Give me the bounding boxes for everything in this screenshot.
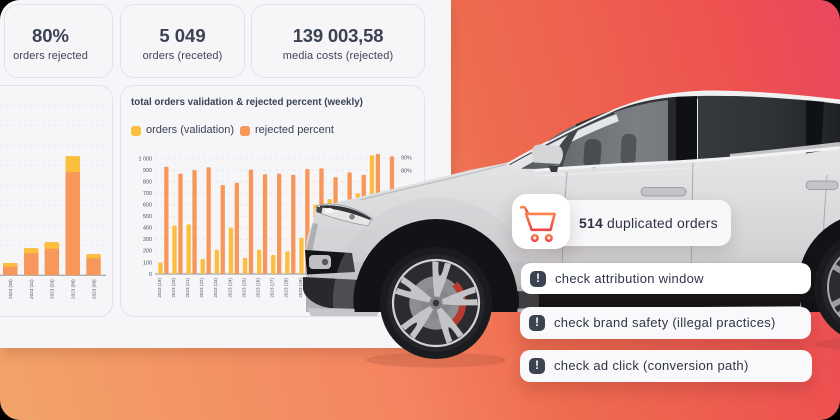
svg-text:100: 100 — [143, 260, 152, 266]
svg-text:2023 (20): 2023 (20) — [171, 278, 176, 298]
svg-text:2023 (28): 2023 (28) — [284, 278, 289, 298]
svg-text:2023 (33): 2023 (33) — [50, 279, 55, 299]
svg-text:2023 (99): 2023 (99) — [71, 279, 76, 299]
svg-text:2023 (26): 2023 (26) — [256, 278, 261, 298]
svg-text:2023 (27): 2023 (27) — [270, 278, 275, 298]
svg-text:200: 200 — [143, 249, 152, 255]
svg-text:2023 (19): 2023 (19) — [157, 278, 162, 298]
svg-text:1 000: 1 000 — [139, 156, 153, 162]
svg-text:2023 (32): 2023 (32) — [29, 279, 34, 299]
svg-text:500: 500 — [143, 214, 152, 220]
svg-text:400: 400 — [143, 226, 152, 232]
svg-text:700: 700 — [143, 191, 152, 197]
svg-text:2023 (99): 2023 (99) — [91, 279, 96, 299]
svg-text:90%: 90% — [401, 156, 412, 162]
svg-text:2023 (24): 2023 (24) — [227, 278, 232, 298]
svg-text:2023 (22): 2023 (22) — [199, 278, 204, 298]
svg-text:80%: 80% — [401, 169, 412, 175]
svg-text:0: 0 — [149, 272, 152, 278]
svg-text:2023 (29): 2023 (29) — [298, 278, 303, 298]
svg-text:2023 (23): 2023 (23) — [213, 278, 218, 298]
svg-text:2023 (30): 2023 (30) — [8, 279, 13, 299]
svg-text:800: 800 — [143, 180, 152, 186]
svg-text:300: 300 — [143, 237, 152, 243]
svg-text:2023 (25): 2023 (25) — [241, 278, 246, 298]
svg-text:900: 900 — [143, 168, 152, 174]
svg-text:600: 600 — [143, 203, 152, 209]
svg-text:2023 (21): 2023 (21) — [185, 278, 190, 298]
